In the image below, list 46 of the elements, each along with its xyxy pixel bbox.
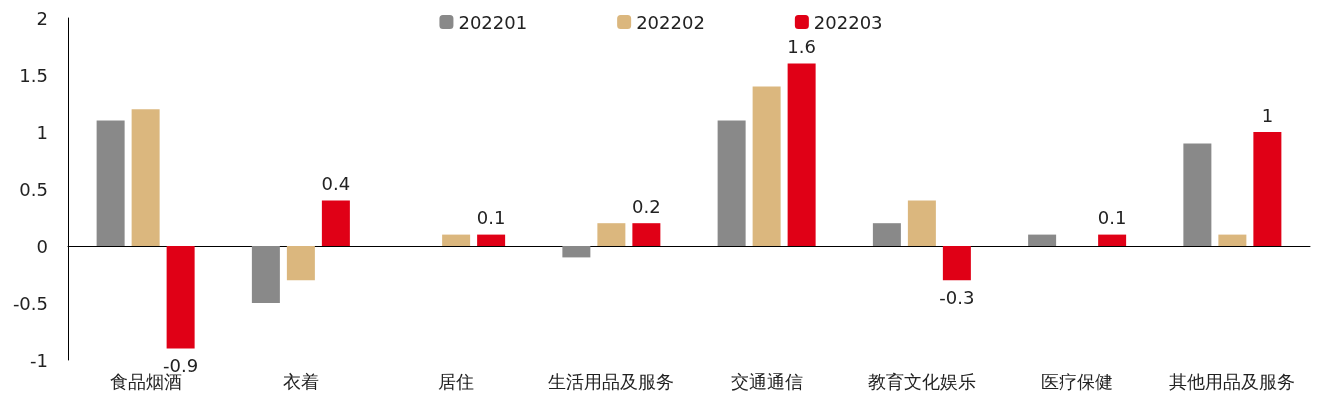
data-label: 1 <box>1261 104 1274 126</box>
data-label: 1.6 <box>787 36 816 58</box>
x-tick-label: 交通通信 <box>730 370 803 392</box>
y-tick-label: 0.5 <box>19 178 48 200</box>
bar <box>1218 234 1247 246</box>
x-tick-label: 其他用品及服务 <box>1169 370 1296 392</box>
x-tick-label: 衣着 <box>282 370 319 392</box>
y-tick-label: 0 <box>36 235 48 257</box>
bar <box>1183 143 1212 246</box>
data-label: 0.1 <box>1097 207 1127 229</box>
x-tick-label: 生活用品及服务 <box>548 370 675 392</box>
y-tick-label: -0.5 <box>12 292 48 314</box>
bar <box>717 120 746 246</box>
bar <box>1098 234 1127 246</box>
bar <box>1253 132 1282 246</box>
bar <box>562 246 591 258</box>
bar <box>286 246 315 281</box>
data-label: 0.1 <box>476 207 506 229</box>
x-tick-label: 居住 <box>438 370 475 392</box>
legend-label: 202201 <box>458 11 528 33</box>
y-tick-label: 1 <box>36 121 48 143</box>
bar <box>442 234 471 246</box>
bar <box>907 200 936 246</box>
bar <box>251 246 280 303</box>
bar <box>1028 234 1057 246</box>
x-tick-label: 医疗保健 <box>1041 370 1114 392</box>
bar <box>166 246 195 349</box>
y-tick-label: 2 <box>36 7 48 29</box>
bar <box>131 109 160 246</box>
legend-label: 202202 <box>636 11 705 33</box>
y-tick-label: -1 <box>30 349 48 371</box>
bar <box>632 223 661 246</box>
bar <box>321 200 350 246</box>
bar <box>752 86 781 246</box>
bar <box>872 223 901 246</box>
bar <box>96 120 125 246</box>
bar <box>942 246 971 281</box>
x-tick-label: 教育文化娱乐 <box>867 370 976 392</box>
bar <box>787 63 816 246</box>
bar <box>597 223 626 246</box>
data-label: 0.4 <box>321 172 351 194</box>
bar <box>477 234 506 246</box>
y-tick-label: 1.5 <box>19 64 48 86</box>
data-label: 0.2 <box>632 195 661 217</box>
data-label: -0.3 <box>939 286 975 308</box>
legend-label: 202203 <box>813 11 883 33</box>
